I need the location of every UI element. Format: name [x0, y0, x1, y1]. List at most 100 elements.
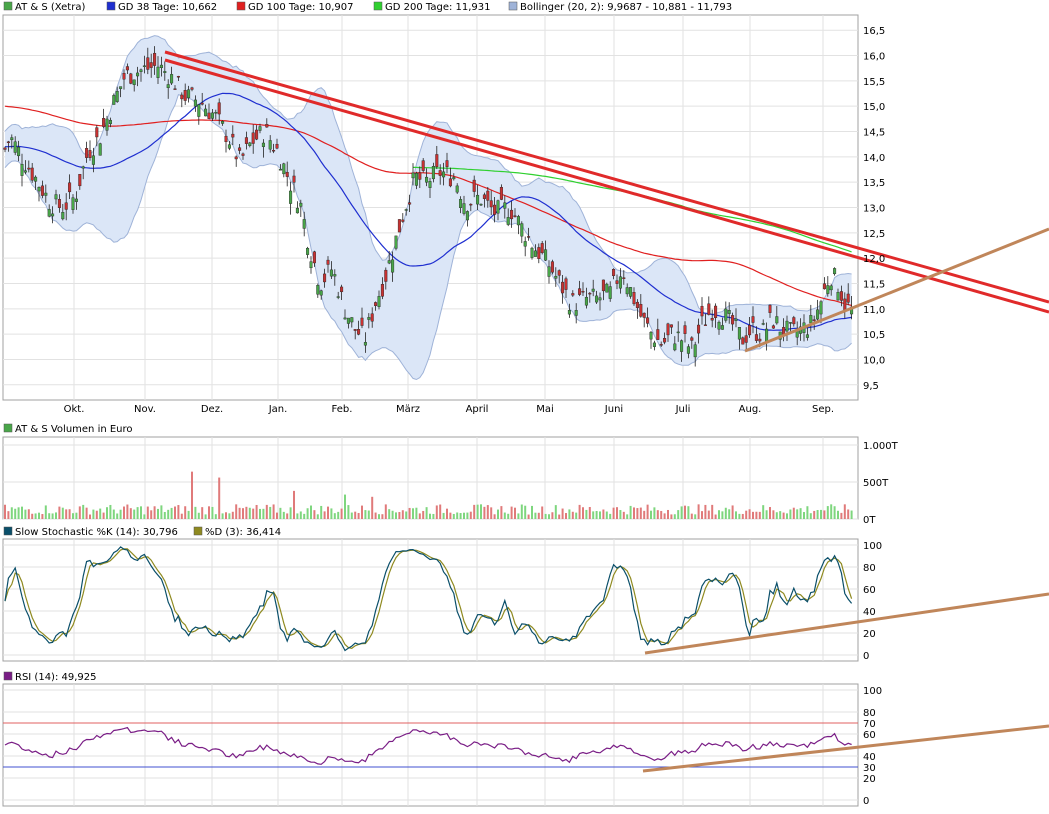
volume-bar: [388, 509, 391, 519]
legend-stoch-k: Slow Stochastic %K (14): 30,796: [15, 527, 178, 538]
candle-body: [639, 304, 643, 317]
volume-bar: [520, 504, 523, 519]
volume-bar: [762, 505, 765, 519]
volume-bar: [663, 513, 666, 519]
volume-bar: [51, 513, 54, 519]
volume-bar: [782, 512, 785, 519]
stochastic-k-line: [4, 546, 853, 652]
candle-body: [455, 185, 459, 193]
volume-bar: [639, 507, 642, 519]
volume-bar: [27, 509, 30, 519]
candle-body: [170, 74, 174, 84]
candle-body: [282, 163, 286, 175]
candle-body: [27, 167, 31, 170]
stochastic-y-tick-label: 20: [863, 629, 876, 640]
rsi-panel: [2, 683, 859, 807]
candle-body: [370, 313, 374, 322]
candle-body: [540, 243, 544, 254]
legend-gd200: GD 200 Tage: 11,931: [385, 2, 491, 13]
candle-body: [401, 219, 405, 222]
volume-bar: [758, 511, 761, 519]
volume-bar: [82, 504, 85, 519]
candle-body: [765, 328, 769, 342]
volume-y-tick-label: 1.000T: [863, 441, 899, 452]
volume-bar: [592, 511, 595, 519]
candle-body: [629, 287, 633, 297]
month-label: Sep.: [812, 404, 834, 415]
volume-bar: [619, 510, 622, 519]
candle-body: [561, 281, 565, 294]
candle-body: [659, 344, 663, 346]
candle-body: [350, 317, 354, 323]
candle-body: [278, 169, 282, 171]
candle-body: [469, 203, 473, 206]
volume-bar: [711, 504, 714, 519]
candle-body: [374, 302, 378, 306]
volume-bar: [123, 506, 125, 519]
candle-body: [493, 204, 497, 215]
candle-body: [265, 124, 269, 128]
volume-bar: [316, 514, 319, 519]
legend-swatch-gd100: [236, 1, 246, 11]
price-y-tick-label: 16,0: [863, 52, 885, 63]
candle-body: [516, 216, 520, 226]
bollinger-band: [5, 35, 852, 380]
candle-body: [132, 79, 136, 85]
candle-body: [414, 172, 418, 186]
volume-bar: [466, 512, 469, 519]
volume-bar: [296, 513, 299, 519]
volume-bar: [323, 511, 326, 519]
volume-bar: [398, 512, 401, 519]
volume-bar: [605, 511, 608, 519]
volume-bar: [344, 494, 346, 519]
candle-body: [173, 88, 177, 90]
candle-body: [333, 274, 337, 277]
stochastic-y-tick-label: 60: [863, 585, 876, 596]
volume-bar: [374, 512, 377, 519]
volume-bar: [44, 505, 47, 519]
candle-body: [51, 213, 55, 217]
volume-bar: [551, 512, 554, 519]
month-label: Feb.: [332, 404, 353, 415]
volume-bar: [469, 511, 472, 519]
volume-bar: [143, 514, 146, 519]
candle-body: [496, 200, 500, 214]
volume-bar: [242, 508, 244, 519]
candle-body: [581, 291, 585, 293]
candle-body: [693, 344, 697, 358]
stochastic-y-tick-label: 100: [863, 541, 882, 552]
month-label: Nov.: [134, 404, 156, 415]
candle-body: [71, 197, 75, 210]
candle-body: [707, 303, 711, 315]
candle-body: [47, 209, 51, 217]
candle-body: [180, 94, 184, 100]
volume-bar: [656, 510, 659, 519]
rsi-y-tick-label: 40: [863, 752, 876, 763]
candle-body: [775, 316, 779, 324]
volume-bar: [775, 512, 778, 519]
volume-bar: [61, 507, 64, 519]
volume-bar: [486, 505, 489, 519]
volume-bar: [289, 507, 292, 519]
candle-body: [771, 325, 775, 329]
candle-body: [734, 318, 738, 321]
rsi-reference-label: 30: [863, 763, 876, 774]
volume-bar: [422, 510, 425, 519]
candle-body: [768, 304, 772, 313]
candle-body: [20, 164, 24, 176]
candle-body: [812, 319, 816, 321]
volume-bar: [395, 512, 397, 519]
legend-gd38: GD 38 Tage: 10,662: [118, 2, 217, 13]
candle-body: [703, 324, 707, 326]
rsi-y-tick-label: 60: [863, 730, 876, 741]
volume-bar: [680, 506, 683, 519]
candle-body: [98, 143, 102, 156]
candle-body: [622, 277, 626, 279]
volume-bar: [718, 510, 720, 519]
candle-body: [108, 119, 112, 125]
candle-body: [462, 203, 466, 214]
volume-bar: [721, 511, 724, 519]
candle-body: [241, 153, 245, 156]
volume-bar: [248, 507, 251, 519]
volume-bar: [269, 506, 272, 519]
